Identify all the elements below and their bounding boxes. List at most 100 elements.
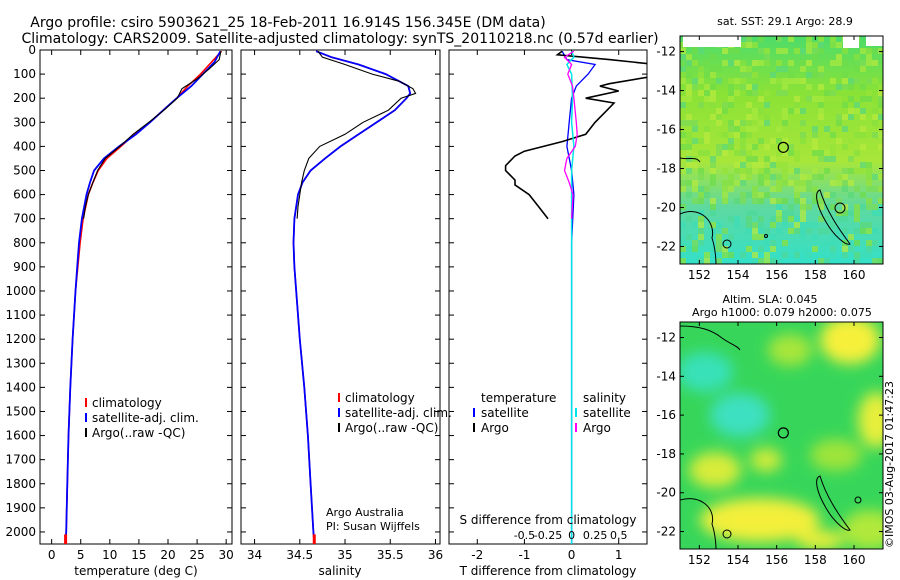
- coastline-island: [816, 475, 851, 531]
- y-tick-label: 400: [13, 139, 36, 153]
- series-satellite-adj-clim: [292, 50, 412, 544]
- salinity-panel: 34 34.5 35 35.5 36 salinity climatology sate…: [240, 49, 452, 578]
- temperature-axes-frame: [39, 49, 233, 545]
- lon-tick-label: 160: [843, 553, 866, 567]
- x-tick-label: 10: [102, 548, 117, 562]
- difference-panel: -2 -1 0 1 -0.5-0.25 0 0.25 0.5 S difference fr…: [448, 49, 648, 578]
- legend-s-satellite: satellite: [583, 406, 631, 420]
- y-tick-label: 600: [13, 188, 36, 202]
- argo-position-marker: [777, 427, 789, 439]
- lat-tick-label: -14: [656, 84, 676, 98]
- x-tick-label: -1: [518, 548, 530, 562]
- y-tick-label: 1200: [5, 332, 36, 346]
- legend-satellite: satellite-adj. clim.: [92, 411, 199, 425]
- y-tick-label: 800: [13, 236, 36, 250]
- series-salinity-argo: [563, 50, 578, 219]
- lat-tick-label: -12: [656, 331, 676, 345]
- x-tick-label: 36: [428, 548, 443, 562]
- y-tick-label: 200: [13, 91, 36, 105]
- imos-stamp: ©IMOS 03-Aug-2017 01:47:23: [883, 381, 896, 548]
- sst-frame: [679, 35, 884, 265]
- legend-header-temperature: temperature: [481, 391, 556, 405]
- s-tick-label: 0.5: [610, 529, 628, 542]
- lat-tick-label: -18: [656, 447, 676, 461]
- y-tick-label: 1700: [5, 453, 36, 467]
- lon-tick-label: 152: [688, 268, 711, 282]
- sla-map: Altim. SLA: 0.045 Argo h1000: 0.079 h200…: [656, 293, 884, 567]
- s-tick-label: -0.5: [514, 529, 535, 542]
- x-tick-label: 35: [337, 548, 352, 562]
- t-difference-label: T difference from climatology: [459, 564, 637, 578]
- y-tick-label: 900: [13, 260, 36, 274]
- difference-axes-frame: [448, 49, 648, 545]
- legend-satellite: satellite-adj. clim.: [345, 406, 452, 420]
- y-tick-label: 2000: [5, 525, 36, 539]
- series-argo-raw-qc: [296, 50, 417, 219]
- salinity-legend: climatology satellite-adj. clim. Argo(..…: [338, 391, 452, 435]
- header-line2: Climatology: CARS2009. Satellite-adjuste…: [21, 31, 658, 47]
- lat-tick-label: -16: [656, 123, 676, 137]
- legend-t-satellite: satellite: [481, 406, 529, 420]
- annotation-argo-australia: Argo Australia: [326, 506, 404, 519]
- legend-argo: Argo(..raw -QC): [92, 426, 185, 440]
- lon-tick-label: 156: [765, 553, 788, 567]
- y-tick-label: 1500: [5, 404, 36, 418]
- legend-climatology: climatology: [345, 391, 415, 405]
- lon-tick-label: 154: [727, 553, 750, 567]
- difference-legend: temperature satellite Argo salinity sate…: [473, 391, 631, 435]
- lon-tick-label: 152: [688, 553, 711, 567]
- x-tick-label: 34.5: [286, 548, 313, 562]
- x-tick-label: 34: [247, 548, 262, 562]
- lat-tick-label: -22: [656, 525, 676, 539]
- lat-tick-label: -18: [656, 162, 676, 176]
- sst-map: sat. SST: 29.1 Argo: 28.9 152 154 156 158 16…: [656, 15, 884, 282]
- coastline-island: [816, 189, 851, 245]
- y-tick-label: 1400: [5, 380, 36, 394]
- annotation-pi: PI: Susan Wijffels: [326, 520, 420, 533]
- series-salinity-satellite: [565, 50, 575, 544]
- y-tick-label: 1100: [5, 308, 36, 322]
- y-tick-label: 500: [13, 163, 36, 177]
- y-tick-label: 1600: [5, 429, 36, 443]
- salinity-axes-frame: [240, 49, 441, 545]
- lat-tick-label: -14: [656, 369, 676, 383]
- series-temperature-argo: [504, 50, 647, 220]
- salinity-xlabel: salinity: [318, 564, 361, 578]
- s-tick-label: 0.25: [583, 529, 608, 542]
- sla-frame: [679, 321, 884, 550]
- s-difference-label: S difference from climatology: [460, 513, 637, 527]
- lat-tick-label: -16: [656, 408, 676, 422]
- difference-x-axis: -2 -1 0 1: [471, 50, 623, 562]
- s-tick-label: 0: [568, 529, 575, 542]
- x-tick-label: 20: [160, 548, 175, 562]
- lat-tick-label: -22: [656, 239, 676, 253]
- y-tick-label: 1300: [5, 356, 36, 370]
- y-tick-label: 0: [28, 43, 36, 57]
- lat-tick-label: -20: [656, 200, 676, 214]
- lon-tick-label: 160: [843, 268, 866, 282]
- x-tick-label: -2: [471, 548, 483, 562]
- lon-tick-label: 156: [765, 268, 788, 282]
- x-tick-label: 5: [77, 548, 85, 562]
- legend-header-salinity: salinity: [583, 391, 626, 405]
- sst-title: sat. SST: 29.1 Argo: 28.9: [717, 15, 853, 28]
- lon-tick-label: 154: [727, 268, 750, 282]
- header-line1: Argo profile: csiro 5903621_25 18-Feb-20…: [30, 15, 545, 31]
- x-tick-label: 0: [568, 548, 576, 562]
- sla-title-line2: Argo h1000: 0.079 h2000: 0.075: [692, 306, 872, 319]
- x-tick-label: 25: [189, 548, 204, 562]
- series-satellite-adj-clim: [64, 50, 222, 544]
- y-tick-label: 1000: [5, 284, 36, 298]
- y-tick-label: 1900: [5, 501, 36, 515]
- temperature-x-axis: 0 5 10 15 20 25 30: [48, 50, 234, 562]
- lat-tick-label: -20: [656, 486, 676, 500]
- temperature-xlabel: temperature (deg C): [74, 564, 197, 578]
- x-tick-label: 35.5: [377, 548, 404, 562]
- temperature-panel: 0100200300400500600700800900100011001200…: [5, 43, 233, 578]
- depth-axis: 0 100 200 300 400 500 600 700 800 900 1000 1100 1200…: [5, 43, 232, 539]
- salinity-x-axis: 34 34.5 35 35.5 36: [247, 50, 443, 562]
- x-tick-label: 30: [219, 548, 234, 562]
- series-argo-raw-qc: [83, 51, 222, 219]
- argo-position-marker: [777, 141, 789, 153]
- y-tick-label: 100: [13, 67, 36, 81]
